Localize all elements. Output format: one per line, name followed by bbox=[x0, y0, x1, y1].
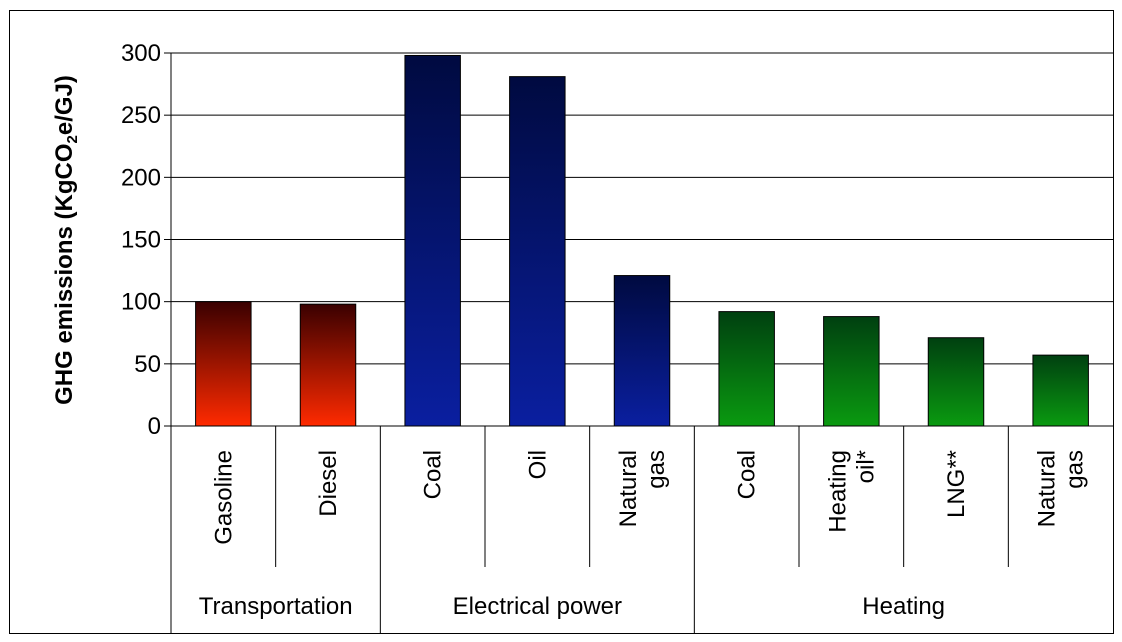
y-tick-label: 50 bbox=[134, 351, 161, 378]
bar bbox=[195, 301, 252, 427]
y-tick-label: 250 bbox=[121, 102, 161, 129]
y-axis-label: GHG emissions (KgCO2e/GJ) bbox=[51, 75, 81, 405]
y-tick-label: 300 bbox=[121, 40, 161, 67]
y-tick-labels: 0 50 100 150 200 250 300 bbox=[121, 40, 161, 440]
y-tick-label: 150 bbox=[121, 227, 161, 254]
bar bbox=[823, 316, 880, 427]
bar bbox=[404, 54, 461, 427]
category-label: Diesel bbox=[315, 450, 342, 517]
bars bbox=[195, 54, 1089, 427]
y-tick-label: 200 bbox=[121, 164, 161, 191]
bar bbox=[718, 311, 775, 427]
bar bbox=[509, 76, 566, 427]
category-label: Natural bbox=[615, 450, 642, 527]
y-tick-label: 100 bbox=[121, 289, 161, 316]
bar bbox=[1032, 354, 1089, 427]
group-labels: Transportation Electrical power Heating bbox=[199, 593, 945, 620]
category-label: gas bbox=[643, 450, 670, 489]
category-label: Coal bbox=[420, 450, 447, 499]
group-label: Transportation bbox=[199, 593, 353, 620]
category-label: Natural bbox=[1034, 450, 1061, 527]
category-label: LNG** bbox=[943, 450, 970, 518]
bar bbox=[299, 303, 357, 427]
axes bbox=[164, 52, 1113, 633]
category-labels: Gasoline Diesel Coal Oil Natural gas Coal Heati… bbox=[210, 450, 1088, 545]
category-label: Coal bbox=[734, 450, 761, 499]
y-tick-label: 0 bbox=[148, 413, 161, 440]
category-label: Oil bbox=[524, 450, 551, 479]
category-label: gas bbox=[1062, 450, 1089, 489]
category-label: Heating bbox=[824, 450, 851, 533]
group-label: Electrical power bbox=[453, 593, 622, 620]
category-label: Gasoline bbox=[210, 450, 237, 545]
bar bbox=[613, 275, 671, 427]
group-label: Heating bbox=[862, 593, 945, 620]
category-label: oil* bbox=[852, 450, 879, 483]
bar bbox=[927, 337, 985, 427]
